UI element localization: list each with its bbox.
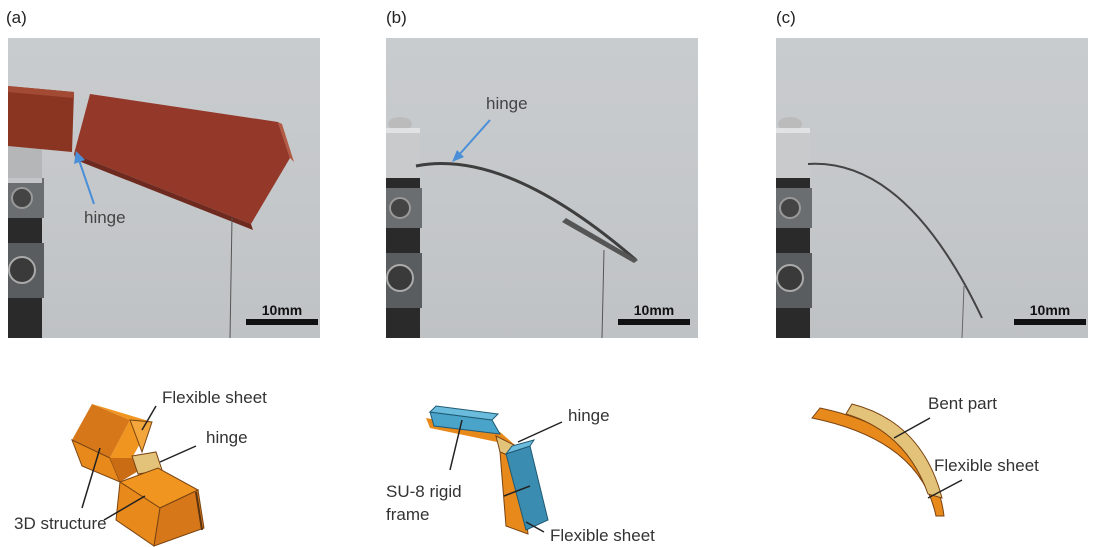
hinge-label-b: hinge bbox=[486, 94, 528, 113]
diagram-a-label-hinge: hinge bbox=[206, 428, 248, 447]
scale-line-c bbox=[1014, 319, 1086, 325]
photo-a: hinge 10mm bbox=[8, 38, 320, 338]
scale-bar-b: 10mm bbox=[618, 302, 690, 325]
panel-label-a: (a) bbox=[6, 8, 27, 27]
diagram-b-label-frame-line2: frame bbox=[386, 505, 430, 524]
diagram-c-label-flexible: Flexible sheet bbox=[934, 456, 1039, 475]
diagram-a-label-structure: 3D structure bbox=[14, 514, 107, 533]
photo-b-drawing bbox=[386, 117, 638, 338]
diagram-a-label-flexible: Flexible sheet bbox=[162, 388, 267, 407]
scale-bar-a: 10mm bbox=[246, 302, 318, 325]
diagram-b-label-hinge: hinge bbox=[568, 406, 610, 425]
scale-line-a bbox=[246, 319, 318, 325]
hinge-arrow-a bbox=[74, 151, 95, 205]
scale-line-b bbox=[618, 319, 690, 325]
photo-a-drawing bbox=[8, 86, 294, 338]
panel-label-b: (b) bbox=[386, 8, 407, 27]
scale-label-a: 10mm bbox=[261, 302, 303, 318]
photo-b: hinge 10mm bbox=[386, 38, 698, 338]
hinge-label-a: hinge bbox=[84, 208, 126, 227]
diagram-c-label-bent: Bent part bbox=[928, 394, 997, 413]
diagram-b-frames bbox=[426, 405, 549, 535]
photo-c: 10mm bbox=[776, 38, 1088, 338]
diagram-c-bent-sheet bbox=[811, 403, 945, 517]
panel-label-c: (c) bbox=[776, 8, 796, 27]
scale-bar-c: 10mm bbox=[1014, 302, 1086, 325]
diagram-b-label-flexible: Flexible sheet bbox=[550, 526, 655, 545]
diagram-b-label-frame-line1: SU-8 rigid bbox=[386, 482, 462, 501]
scale-label-b: 10mm bbox=[633, 302, 675, 318]
photo-c-drawing bbox=[776, 117, 983, 338]
scale-label-c: 10mm bbox=[1029, 302, 1071, 318]
hinge-arrow-b bbox=[452, 119, 491, 162]
diagram-a-structure bbox=[71, 404, 205, 547]
